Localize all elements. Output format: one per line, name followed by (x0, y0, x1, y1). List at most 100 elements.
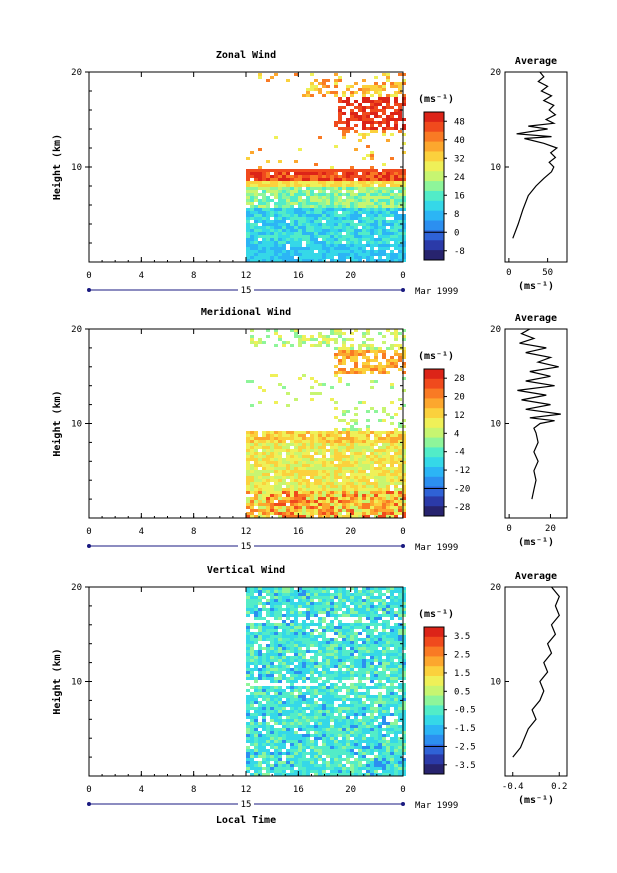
heatmap-cell (394, 208, 398, 211)
heatmap-cell (290, 650, 294, 653)
heatmap-cell (282, 692, 286, 695)
heatmap-cell (354, 515, 358, 518)
heatmap-cell (378, 650, 382, 653)
heatmap-cell (354, 746, 358, 749)
heatmap-cell (262, 710, 266, 713)
heatmap-cell (358, 713, 362, 716)
heatmap-cell (318, 202, 322, 205)
heatmap-cell (318, 193, 322, 196)
heatmap-cell (266, 464, 270, 467)
heatmap-cell (270, 184, 274, 187)
heatmap-cell (290, 479, 294, 482)
heatmap-cell (374, 238, 378, 241)
heatmap-cell (278, 383, 282, 386)
heatmap-cell (374, 683, 378, 686)
heatmap-cell (402, 476, 406, 479)
heatmap-cell (350, 749, 354, 752)
heatmap-cell (326, 764, 330, 767)
heatmap-cell (398, 181, 402, 184)
heatmap-cell (318, 749, 322, 752)
heatmap-cell (270, 671, 274, 674)
heatmap-cell (350, 458, 354, 461)
heatmap-cell (270, 494, 274, 497)
heatmap-cell (246, 707, 250, 710)
heatmap-cell (326, 695, 330, 698)
heatmap-cell (346, 743, 350, 746)
heatmap-cell (262, 602, 266, 605)
heatmap-cell (290, 440, 294, 443)
heatmap-cell (326, 437, 330, 440)
heatmap-cell (350, 503, 354, 506)
heatmap-cell (354, 743, 358, 746)
heatmap-cell (322, 617, 326, 620)
heatmap-cell (358, 602, 362, 605)
colorbar-label: 40 (454, 136, 465, 146)
colorbar-unit: (ms⁻¹) (418, 94, 454, 105)
heatmap-cell (274, 467, 278, 470)
heatmap-cell (306, 752, 310, 755)
heatmap-cell (382, 677, 386, 680)
heatmap-cell (330, 329, 334, 332)
profile-x-tick-label: 0 (506, 268, 511, 278)
heatmap-cell (274, 374, 278, 377)
heatmap-cell (262, 704, 266, 707)
heatmap-cell (298, 181, 302, 184)
heatmap-cell (354, 737, 358, 740)
heatmap-cell (354, 458, 358, 461)
heatmap-cell (358, 491, 362, 494)
heatmap-cell (262, 713, 266, 716)
heatmap-cell (326, 244, 330, 247)
heatmap-cell (370, 770, 374, 773)
heatmap-cell (258, 686, 262, 689)
heatmap-cell (374, 656, 378, 659)
heatmap-cell (394, 85, 398, 88)
heatmap-cell (318, 476, 322, 479)
heatmap-cell (278, 458, 282, 461)
heatmap-cell (286, 767, 290, 770)
heatmap-cell (382, 223, 386, 226)
heatmap-cell (326, 226, 330, 229)
heatmap-cell (286, 205, 290, 208)
heatmap-cell (402, 184, 406, 187)
heatmap-cell (246, 467, 250, 470)
heatmap-cell (254, 665, 258, 668)
heatmap-cell (318, 596, 322, 599)
heatmap-cell (330, 695, 334, 698)
heatmap-cell (398, 202, 402, 205)
heatmap-cell (246, 749, 250, 752)
heatmap-cell (374, 461, 378, 464)
heatmap-cell (382, 650, 386, 653)
heatmap-cell (342, 238, 346, 241)
heatmap-cell (258, 632, 262, 635)
heatmap-cell (386, 175, 390, 178)
heatmap-cell (338, 217, 342, 220)
heatmap-cell (398, 332, 402, 335)
heatmap-cell (338, 79, 342, 82)
heatmap-cell (322, 223, 326, 226)
heatmap-cell (346, 488, 350, 491)
heatmap-cell (354, 124, 358, 127)
heatmap-cell (318, 136, 322, 139)
heatmap-cell (282, 593, 286, 596)
heatmap-cell (282, 479, 286, 482)
heatmap-cell (390, 344, 394, 347)
heatmap-cell (350, 731, 354, 734)
heatmap-cell (250, 638, 254, 641)
colorbar-label: -28 (454, 503, 470, 513)
heatmap-cell (334, 494, 338, 497)
heatmap-cell (338, 671, 342, 674)
heatmap-cell (350, 220, 354, 223)
heatmap-cell (278, 244, 282, 247)
heatmap-cell (294, 773, 298, 776)
heatmap-cell (294, 611, 298, 614)
heatmap-cell (378, 464, 382, 467)
heatmap-cell (298, 758, 302, 761)
heatmap-cell (402, 509, 406, 512)
heatmap-cell (278, 211, 282, 214)
heatmap-cell (254, 223, 258, 226)
heatmap-cell (258, 725, 262, 728)
heatmap-cell (254, 773, 258, 776)
heatmap-cell (358, 350, 362, 353)
heatmap-cell (282, 341, 286, 344)
heatmap-cell (310, 190, 314, 193)
